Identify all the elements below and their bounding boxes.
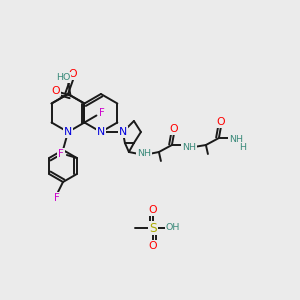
Text: OH: OH [166, 224, 180, 232]
Text: NH: NH [182, 142, 196, 152]
Text: F: F [58, 149, 64, 159]
Text: O: O [217, 117, 225, 127]
Text: O: O [69, 69, 77, 79]
Text: O: O [149, 241, 157, 251]
Text: F: F [99, 107, 104, 118]
Text: N: N [64, 127, 72, 137]
Text: H: H [239, 143, 246, 152]
Text: O: O [149, 205, 157, 215]
Text: N: N [97, 127, 105, 137]
Text: N: N [119, 127, 127, 137]
Text: O: O [51, 85, 60, 95]
Text: S: S [149, 221, 157, 235]
Text: O: O [169, 124, 178, 134]
Text: NH: NH [229, 136, 243, 145]
Text: F: F [54, 193, 60, 203]
Text: HO: HO [56, 73, 70, 82]
Text: NH: NH [137, 149, 151, 158]
